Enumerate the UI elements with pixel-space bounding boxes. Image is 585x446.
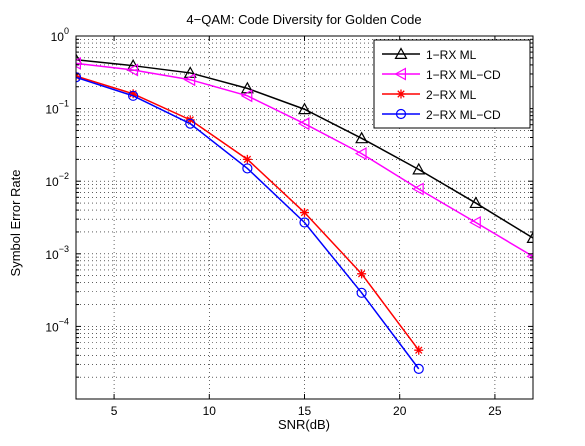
x-axis-label: SNR(dB) xyxy=(278,417,330,432)
x-tick-label: 15 xyxy=(298,404,312,418)
y-tick-exponent: −4 xyxy=(59,316,69,326)
data-point xyxy=(412,162,426,175)
y-tick-base: 10 xyxy=(45,103,59,117)
data-point xyxy=(356,287,367,298)
legend-item: 2−RX ML−CD xyxy=(382,108,501,122)
x-tick-label: 5 xyxy=(111,404,118,418)
y-tick-base: 10 xyxy=(45,248,59,262)
y-tick-exponent: −2 xyxy=(59,171,69,181)
data-point xyxy=(469,215,481,230)
y-axis-label: Symbol Error Rate xyxy=(8,170,23,277)
data-point xyxy=(357,269,367,279)
data-point xyxy=(299,217,310,228)
data-point xyxy=(185,115,195,125)
y-tick-base: 10 xyxy=(51,30,65,44)
y-tick-label: 10−4 xyxy=(45,316,69,334)
y-tick-exponent: −1 xyxy=(59,99,69,109)
series-3 xyxy=(76,71,424,355)
data-point xyxy=(413,363,424,374)
data-point xyxy=(128,89,138,99)
data-point xyxy=(354,147,367,161)
y-tick-base: 10 xyxy=(45,320,59,334)
chart-title: 4−QAM: Code Diversity for Golden Code xyxy=(186,12,421,27)
data-point xyxy=(76,56,82,70)
y-tick-label: 10−2 xyxy=(45,171,69,189)
y-tick-label: 100 xyxy=(51,26,69,44)
data-point xyxy=(355,131,369,144)
y-tick-label: 10−3 xyxy=(45,244,69,262)
data-point xyxy=(242,163,253,174)
data-point xyxy=(126,63,139,77)
x-tick-label: 10 xyxy=(203,404,217,418)
data-point xyxy=(242,154,252,164)
data-point xyxy=(297,117,310,131)
data-point xyxy=(297,102,312,115)
legend-item: 1−RX ML xyxy=(382,47,477,62)
legend-marker xyxy=(395,108,407,120)
data-point xyxy=(185,118,196,129)
legend-label: 2−RX ML−CD xyxy=(426,108,501,122)
legend-item: 1−RX ML−CD xyxy=(382,67,501,82)
legend-marker xyxy=(396,89,406,99)
y-tick-exponent: −3 xyxy=(59,244,69,254)
series-line xyxy=(76,76,420,370)
legend-label: 1−RX ML−CD xyxy=(426,68,501,82)
series-line xyxy=(76,59,533,239)
series-2 xyxy=(76,56,533,261)
data-point xyxy=(128,90,139,101)
data-series xyxy=(76,53,533,374)
legend-marker xyxy=(394,47,408,60)
legend: 1−RX ML 1−RX ML−CD 2−RX ML 2−RX ML−CD xyxy=(373,39,531,129)
series-line xyxy=(76,62,533,258)
data-point xyxy=(414,345,424,355)
x-tick-label: 20 xyxy=(393,404,407,418)
x-tick-label: 25 xyxy=(488,404,502,418)
series-4 xyxy=(76,72,424,374)
y-tick-exponent: 0 xyxy=(64,26,69,36)
data-point xyxy=(240,89,253,103)
legend-label: 2−RX ML xyxy=(426,88,477,102)
y-tick-label: 10−1 xyxy=(45,99,69,117)
y-tick-base: 10 xyxy=(45,175,59,189)
data-point xyxy=(412,182,424,196)
data-point xyxy=(76,72,82,83)
legend-marker xyxy=(394,67,406,81)
legend-item: 2−RX ML xyxy=(382,88,477,102)
data-point xyxy=(469,196,483,209)
legend-label: 1−RX ML xyxy=(426,48,477,62)
data-point xyxy=(183,73,196,87)
data-point xyxy=(300,208,309,218)
axes-box xyxy=(75,35,534,400)
axes-frame xyxy=(75,35,534,400)
data-point xyxy=(526,231,533,244)
